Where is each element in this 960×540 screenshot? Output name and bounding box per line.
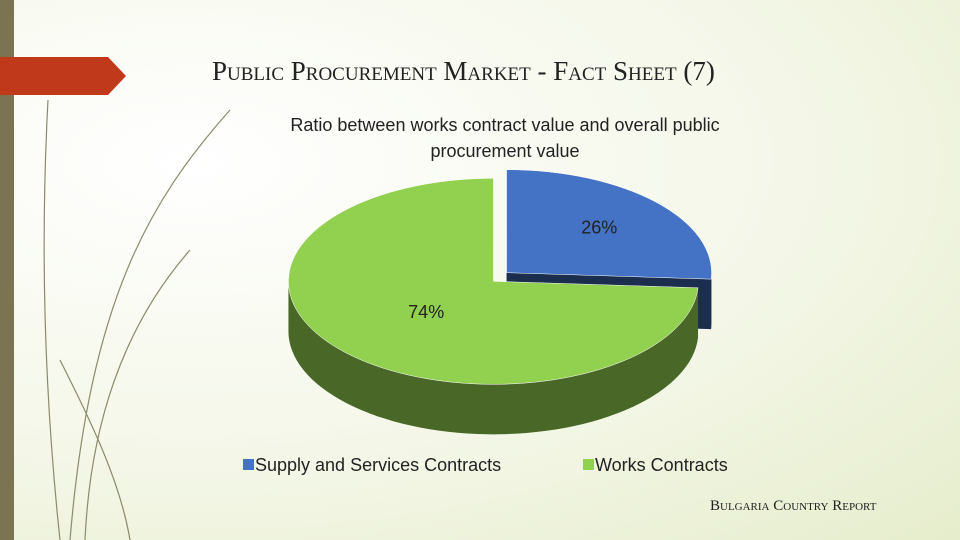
legend-label: Works Contracts — [595, 455, 728, 475]
slice-side — [288, 281, 699, 435]
title-arrow — [0, 57, 126, 95]
data-label: 26% — [581, 218, 617, 238]
legend-swatch — [583, 459, 594, 470]
legend-swatch — [243, 459, 254, 470]
pie-slice — [506, 169, 712, 280]
decor-lines — [43, 99, 231, 540]
data-label: 74% — [408, 302, 444, 322]
side-bar — [0, 0, 14, 540]
chart-title: Ratio between works contract value and o… — [290, 115, 720, 161]
footer: Bulgaria Country Report — [710, 498, 877, 514]
pie-slice — [288, 178, 699, 385]
slide-title: Public Procurement Market - Fact Sheet (… — [212, 56, 715, 86]
legend-label: Supply and Services Contracts — [255, 455, 501, 475]
